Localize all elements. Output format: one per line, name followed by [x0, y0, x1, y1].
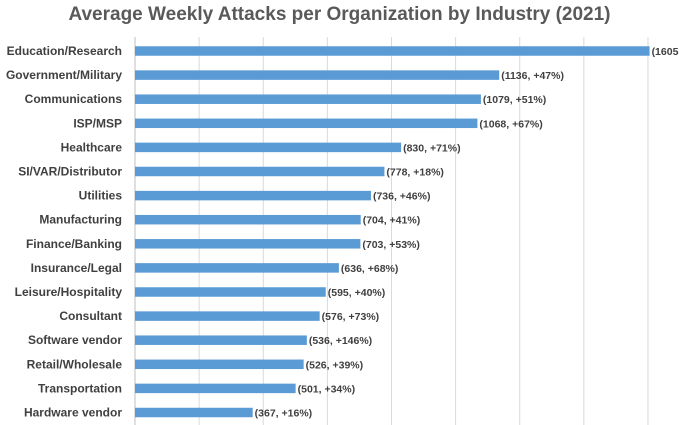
category-label: Communications: [25, 92, 123, 106]
category-label: Government/Military: [6, 68, 122, 82]
data-label: (736, +46%): [373, 191, 431, 203]
data-label: (636, +68%): [341, 263, 399, 275]
bar: [135, 407, 253, 418]
data-label: (501, +34%): [298, 383, 356, 395]
bar: [135, 94, 481, 104]
data-label: (526, +39%): [306, 359, 364, 371]
bar: [135, 118, 478, 129]
bar: [135, 239, 361, 249]
category-label: Retail/Wholesale: [27, 357, 123, 371]
category-label: Manufacturing: [39, 213, 122, 227]
bar: [135, 287, 326, 297]
category-label: Leisure/Hospitality: [15, 285, 123, 299]
category-label: Software vendor: [28, 333, 122, 347]
bar: [135, 335, 307, 345]
bar: [135, 142, 402, 153]
category-label: Finance/Banking: [26, 237, 122, 251]
bar: [135, 311, 320, 321]
bar: [135, 263, 339, 273]
category-label: Education/Research: [7, 44, 122, 58]
data-label: (1079, +51%): [483, 94, 546, 106]
category-label: Consultant: [59, 309, 122, 323]
data-label: (1068, +67%): [479, 118, 542, 130]
category-label: Insurance/Legal: [31, 261, 122, 275]
bar: [135, 359, 304, 370]
category-label: Transportation: [38, 381, 122, 395]
data-label: (576, +73%): [322, 311, 380, 323]
bar: [135, 190, 371, 201]
chart-title: Average Weekly Attacks per Organization …: [68, 4, 611, 25]
data-label: (536, +146%): [309, 335, 372, 347]
bar: [135, 46, 650, 56]
bar: [135, 383, 296, 394]
data-label: (1136, +47%): [501, 70, 564, 82]
category-label: Utilities: [79, 189, 123, 203]
bar: [135, 214, 361, 225]
data-label: (367, +16%): [255, 408, 312, 420]
category-label: Hardware vendor: [24, 406, 122, 420]
category-label: SI/VAR/Distributor: [18, 165, 122, 179]
data-label: (703, +53%): [362, 239, 420, 251]
bar: [135, 166, 385, 177]
data-label: (778, +18%): [386, 167, 444, 179]
category-label: ISP/MSP: [73, 116, 122, 130]
data-label: (704, +41%): [363, 215, 421, 227]
data-label: (830, +71%): [403, 142, 461, 154]
data-label: (1605, +75%): [652, 46, 679, 58]
data-label: (595, +40%): [328, 287, 386, 299]
bar: [135, 70, 500, 80]
category-label: Healthcare: [61, 140, 123, 154]
